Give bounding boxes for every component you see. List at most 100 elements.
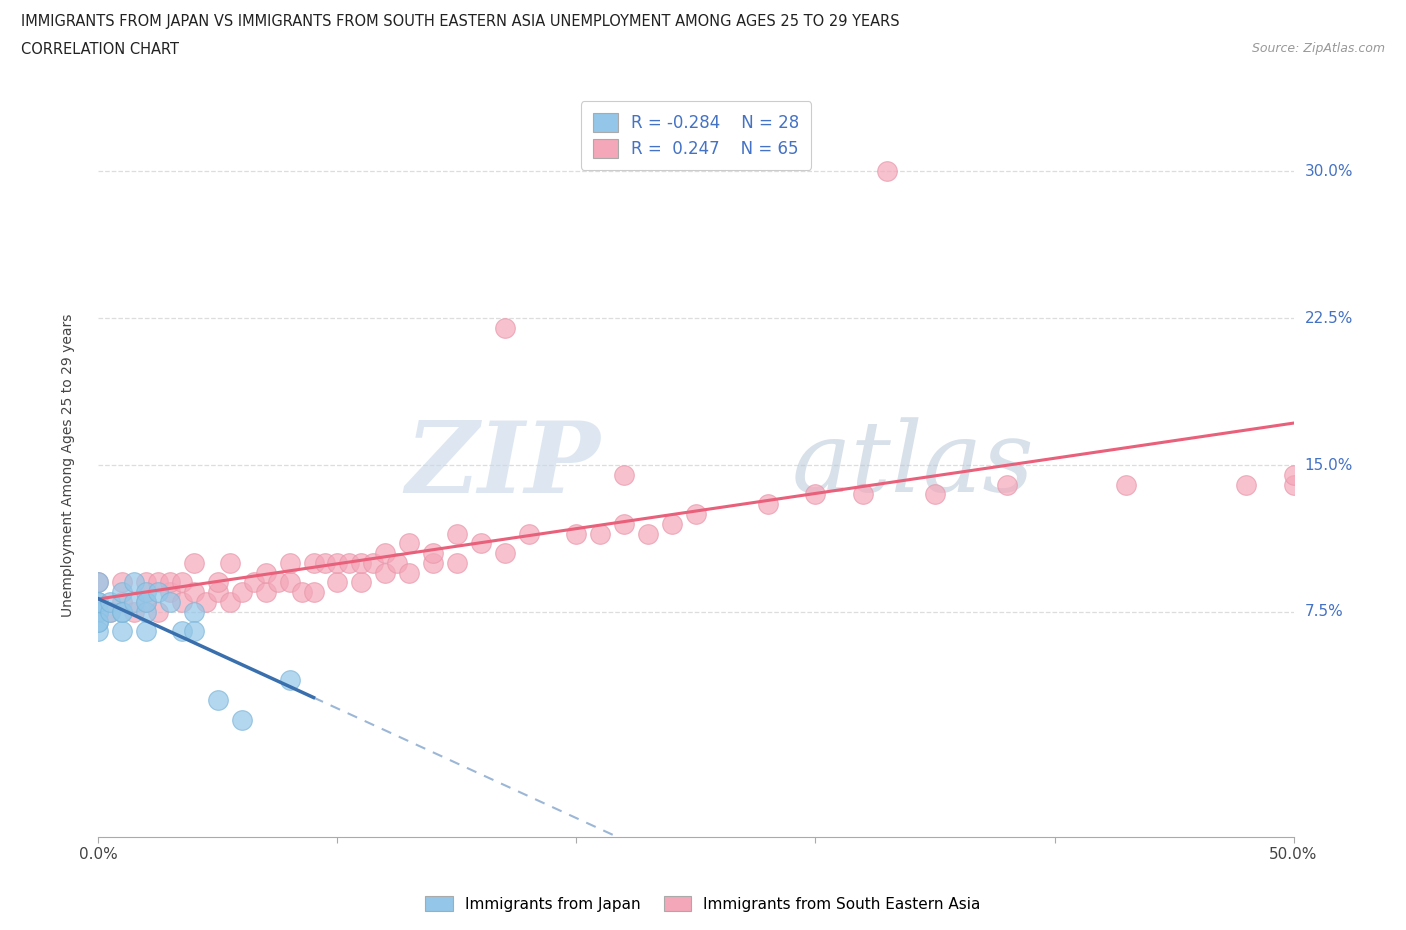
Point [422,555,444,570]
Point [1282,468,1305,483]
Point [172,624,194,639]
Point [350,575,373,590]
Point [111,575,134,590]
Point [87,624,110,639]
Point [98,604,122,619]
Point [1234,477,1257,492]
Point [148,585,170,600]
Point [148,604,170,619]
Point [1115,477,1137,492]
Point [302,585,325,600]
Point [374,565,396,580]
Point [207,575,229,590]
Point [135,624,157,639]
Legend: Immigrants from Japan, Immigrants from South Eastern Asia: Immigrants from Japan, Immigrants from S… [419,889,987,918]
Point [135,604,157,619]
Point [1282,477,1305,492]
Point [446,555,468,570]
Point [219,594,242,609]
Point [87,575,110,590]
Point [363,555,385,570]
Point [494,321,516,336]
Point [195,594,218,609]
Point [278,575,301,590]
Point [254,565,277,580]
Text: 15.0%: 15.0% [1305,458,1353,472]
Point [565,526,588,541]
Point [87,614,110,629]
Point [111,594,134,609]
Point [517,526,540,541]
Point [254,585,277,600]
Point [374,546,396,561]
Point [183,604,205,619]
Point [804,487,827,502]
Point [339,555,361,570]
Point [87,575,110,590]
Point [278,673,301,688]
Point [111,585,134,600]
Text: IMMIGRANTS FROM JAPAN VS IMMIGRANTS FROM SOUTH EASTERN ASIA UNEMPLOYMENT AMONG A: IMMIGRANTS FROM JAPAN VS IMMIGRANTS FROM… [21,14,900,29]
Point [326,575,349,590]
Point [661,516,683,531]
Point [470,536,492,551]
Point [124,575,146,590]
Point [219,555,242,570]
Point [135,575,157,590]
Point [159,585,181,600]
Point [111,604,134,619]
Text: 7.5%: 7.5% [1305,604,1343,619]
Point [124,604,146,619]
Point [87,614,110,629]
Point [111,604,134,619]
Point [613,468,636,483]
Point [422,546,444,561]
Point [315,555,337,570]
Point [207,693,229,708]
Point [231,585,253,600]
Point [995,477,1018,492]
Point [350,555,373,570]
Point [302,555,325,570]
Text: CORRELATION CHART: CORRELATION CHART [21,42,179,57]
Text: atlas: atlas [792,418,1035,512]
Point [852,487,875,502]
Point [172,575,194,590]
Point [207,585,229,600]
Point [385,555,409,570]
Point [111,624,134,639]
Point [87,604,110,619]
Legend: R = -0.284    N = 28, R =  0.247    N = 65: R = -0.284 N = 28, R = 0.247 N = 65 [581,101,811,170]
Point [135,594,157,609]
Text: Source: ZipAtlas.com: Source: ZipAtlas.com [1251,42,1385,55]
Point [267,575,290,590]
Point [613,516,636,531]
Point [685,507,707,522]
Point [148,575,170,590]
Point [183,585,205,600]
Point [278,555,301,570]
Point [87,594,110,609]
Point [135,594,157,609]
Text: 22.5%: 22.5% [1305,311,1353,325]
Point [159,594,181,609]
Point [183,624,205,639]
Point [87,604,110,619]
Point [398,565,420,580]
Point [183,555,205,570]
Point [98,604,122,619]
Point [637,526,659,541]
Text: ZIP: ZIP [405,417,600,513]
Point [159,575,181,590]
Point [87,594,110,609]
Point [98,594,122,609]
Y-axis label: Unemployment Among Ages 25 to 29 years: Unemployment Among Ages 25 to 29 years [60,313,75,617]
Point [398,536,420,551]
Point [876,164,898,179]
Point [756,497,779,512]
Point [924,487,946,502]
Point [446,526,468,541]
Point [87,604,110,619]
Point [326,555,349,570]
Point [124,594,146,609]
